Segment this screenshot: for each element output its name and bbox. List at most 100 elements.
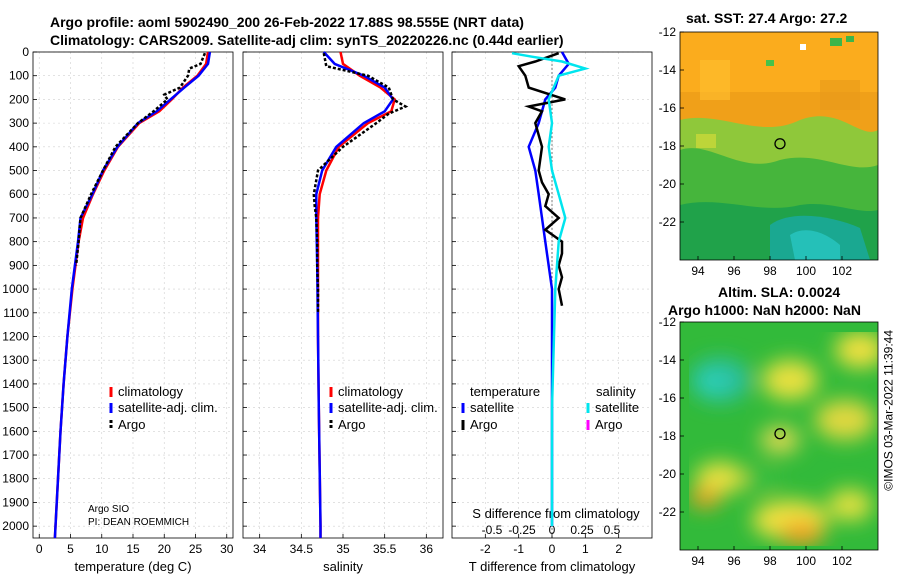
series-line-argo [312,52,409,313]
map-y-tick-label: -14 [659,353,677,367]
temperature-panel: 0 5 10 15 20 25 30 temperature (deg C) 0 100 200 30… [2,45,233,574]
y-tick-label: 700 [9,211,29,225]
y-tick-label: 200 [9,92,29,106]
sla-map-title-1: Altim. SLA: 0.0024 [718,284,841,300]
x-tick-label: 30 [220,542,234,556]
map-x-tick-label: 96 [727,554,741,568]
sla-map-title-2: Argo h1000: NaN h2000: NaN [668,302,861,318]
x-axis-label: salinity [323,559,363,574]
y-tick-label: 800 [9,235,29,249]
plot-frame [32,51,234,539]
map-y-tick-label: -22 [659,215,677,229]
credit-line1: Argo SIO [88,504,129,515]
y-tick-label: 500 [9,164,29,178]
map-x-tick-label: 98 [763,264,777,278]
x-tick-label: 1 [582,542,589,556]
y-tick-label: 1000 [2,282,29,296]
x-tick-label: 34.5 [290,542,314,556]
series-line-argo [74,52,207,266]
top-tick-label: -0.5 [482,523,503,537]
legend-salinity-title: salinity [596,384,636,399]
x-tick-label: 0 [549,542,556,556]
top-tick-label: 0.25 [570,523,594,537]
x-axis-label: temperature (deg C) [74,559,191,574]
difference-legend: temperature salinity satellite Argo sate… [461,384,639,432]
series-line-climatology [53,51,210,539]
salinity-legend: climatology satellite-adj. clim. Argo [329,384,438,432]
map-y-tick-label: -16 [659,101,677,115]
map-x-tick-label: 100 [796,264,816,278]
x-axis-label: T difference from climatology [469,559,636,574]
series-line-satellite-adj-clim- [53,51,212,539]
y-tick-label: 400 [9,140,29,154]
x-tick-label: 5 [67,542,74,556]
y-tick-label: 1800 [2,472,29,486]
x-tick-label: 15 [126,542,140,556]
legend-s-satellite-label: satellite [595,400,639,415]
legend-s-argo-label: Argo [595,417,622,432]
temperature-legend: climatology satellite-adj. clim. Argo [109,384,218,432]
credit-line2: PI: DEAN ROEMMICH [88,517,189,528]
map-x-tick-label: 98 [763,554,777,568]
map-y-tick-label: -20 [659,467,677,481]
map-y-tick-label: -12 [659,25,677,39]
x-tick-label: -1 [513,542,524,556]
map-x-tick-label: 94 [691,264,705,278]
map-y-tick-label: -18 [659,429,677,443]
map-y-tick-label: -16 [659,391,677,405]
y-tick-label: 0 [22,45,29,59]
sst-map: 94 96 98 100 102 -12 -14 -16 -18 -20 -22 [659,25,879,278]
y-tick-label: 1900 [2,495,29,509]
map-y-tick-label: -20 [659,177,677,191]
legend-t-argo-label: Argo [470,417,497,432]
imos-watermark: ©IMOS 03-Mar-2022 11:39:44 [882,330,896,491]
map-y-tick-label: -18 [659,139,677,153]
figure-title-line2: Climatology: CARS2009. Satellite-adj cli… [50,32,564,48]
sst-map-title: sat. SST: 27.4 Argo: 27.2 [686,10,848,26]
y-tick-label: 2000 [2,519,29,533]
legend-satellite-label: satellite-adj. clim. [118,400,218,415]
series-line-s-satellite [511,51,590,527]
x-tick-label: 10 [95,542,109,556]
map-x-tick-label: 96 [727,264,741,278]
y-tick-label: 1300 [2,353,29,367]
x-tick-label: 35.5 [373,542,397,556]
y-tick-label: 1700 [2,448,29,462]
x-tick-label: -2 [480,542,491,556]
x-tick-label: 35 [336,542,350,556]
x-tick-label: 2 [615,542,622,556]
legend-argo-label: Argo [338,417,365,432]
legend-temperature-title: temperature [470,384,540,399]
map-y-tick-label: -22 [659,505,677,519]
sla-map: 94 96 98 100 102 -12 -14 -16 -18 -20 -22 [659,315,879,568]
map-x-tick-label: 102 [832,264,852,278]
legend-argo-label: Argo [118,417,145,432]
y-tick-label: 600 [9,187,29,201]
series-line-climatology [316,51,397,538]
x-tick-label: 20 [158,542,172,556]
legend-t-satellite-label: satellite [470,400,514,415]
series-line-satellite-adj-clim- [315,51,395,538]
top-tick-label: -0.25 [508,523,536,537]
map-y-tick-label: -14 [659,63,677,77]
y-tick-label: 1400 [2,377,29,391]
legend-satellite-label: satellite-adj. clim. [338,400,438,415]
series-line-t-argo [516,52,566,306]
map-y-tick-label: -12 [659,315,677,329]
x-tick-label: 36 [420,542,434,556]
y-tick-label: 1600 [2,424,29,438]
map-x-tick-label: 100 [796,554,816,568]
y-tick-label: 100 [9,69,29,83]
sla-float-marker [774,428,786,440]
plot-frame [242,51,444,539]
x-tick-label: 34 [253,542,267,556]
salinity-panel: 34 34.5 35 35.5 36 salinity [242,51,444,574]
legend-climatology-label: climatology [338,384,404,399]
y-tick-label: 1200 [2,329,29,343]
y-tick-label: 300 [9,116,29,130]
y-tick-label: 900 [9,258,29,272]
sst-float-marker [774,138,786,150]
top-axis-label: S difference from climatology [472,506,640,521]
map-x-tick-label: 94 [691,554,705,568]
